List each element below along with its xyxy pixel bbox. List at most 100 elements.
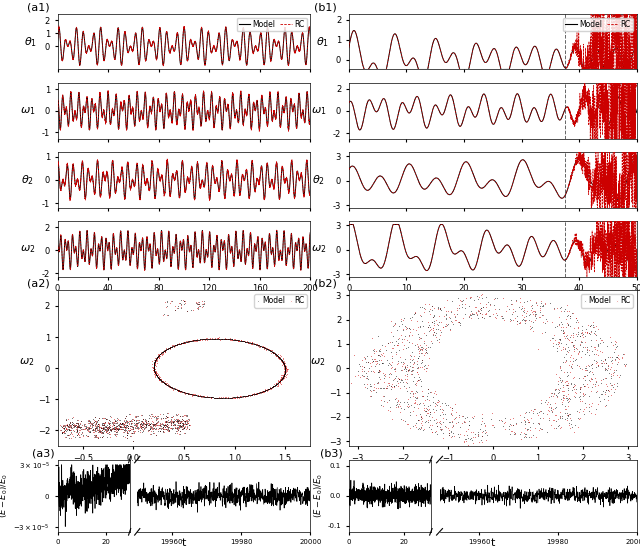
Point xyxy=(520,419,530,428)
Point xyxy=(245,391,255,399)
Point xyxy=(124,426,134,435)
Point xyxy=(580,389,590,398)
Point xyxy=(109,424,120,433)
Point xyxy=(533,419,543,428)
Point xyxy=(101,423,111,432)
Point xyxy=(268,382,278,391)
Point xyxy=(157,347,168,356)
Point xyxy=(515,293,525,302)
Point xyxy=(555,373,565,382)
Point xyxy=(133,416,143,425)
Point xyxy=(91,423,101,432)
Point xyxy=(545,298,555,307)
Point xyxy=(416,413,426,422)
Point xyxy=(372,350,383,359)
Point xyxy=(150,357,160,366)
Point xyxy=(152,421,162,430)
Point xyxy=(148,360,159,368)
Point xyxy=(104,422,114,431)
Point xyxy=(168,421,178,430)
Point xyxy=(122,417,132,425)
Point xyxy=(373,373,383,382)
Point xyxy=(122,423,132,432)
Point xyxy=(485,301,495,310)
Point xyxy=(151,370,161,378)
Point xyxy=(484,311,494,320)
Point xyxy=(153,417,163,426)
Point xyxy=(488,420,498,429)
Point xyxy=(271,381,282,389)
Point xyxy=(260,386,270,395)
Point xyxy=(377,341,387,350)
Point xyxy=(174,416,184,424)
Point xyxy=(193,391,204,400)
Point xyxy=(155,375,165,384)
Point xyxy=(68,432,79,441)
Point xyxy=(279,360,289,368)
Point xyxy=(554,321,564,330)
Point xyxy=(215,393,225,402)
Point xyxy=(355,361,365,370)
Point xyxy=(161,417,171,426)
Point xyxy=(129,421,140,430)
Point xyxy=(100,414,110,423)
Point xyxy=(410,309,420,317)
Point xyxy=(396,375,406,383)
Point xyxy=(174,386,184,395)
Y-axis label: $(E-E_0)/E_0$: $(E-E_0)/E_0$ xyxy=(0,473,10,518)
Point xyxy=(613,358,623,367)
Point xyxy=(153,350,163,359)
Point xyxy=(261,345,271,353)
Point xyxy=(102,425,113,434)
Point xyxy=(582,329,592,338)
Point xyxy=(269,379,279,388)
Point xyxy=(506,420,516,429)
Point xyxy=(391,393,401,402)
Text: (b2): (b2) xyxy=(314,279,337,289)
Point xyxy=(152,414,163,423)
Point xyxy=(275,377,285,386)
Point xyxy=(97,423,107,432)
Point xyxy=(280,364,290,373)
Point xyxy=(278,372,289,381)
Point xyxy=(379,384,389,393)
Point xyxy=(369,367,380,376)
Point xyxy=(422,317,433,326)
Point xyxy=(556,306,566,315)
Point xyxy=(172,417,182,425)
Point xyxy=(196,393,207,402)
Point xyxy=(61,423,72,432)
Point xyxy=(117,419,127,428)
Point xyxy=(476,409,486,418)
Point xyxy=(591,404,601,413)
Point xyxy=(412,394,422,403)
Point xyxy=(122,434,132,443)
Point xyxy=(247,339,257,348)
Point xyxy=(601,365,611,373)
Point xyxy=(248,339,258,348)
Point xyxy=(280,368,290,377)
Point xyxy=(419,337,429,346)
Point xyxy=(154,351,164,360)
Point xyxy=(550,323,561,332)
Point xyxy=(562,411,572,419)
Point xyxy=(434,418,444,427)
Point xyxy=(108,418,118,427)
Point xyxy=(385,382,396,391)
Point xyxy=(90,423,100,432)
Point xyxy=(152,372,163,381)
Point xyxy=(187,336,197,345)
Point xyxy=(593,341,603,350)
Point xyxy=(189,336,199,345)
Point xyxy=(106,412,116,421)
Point xyxy=(148,423,158,432)
Point xyxy=(214,334,224,343)
Point xyxy=(404,332,414,341)
Point xyxy=(161,412,171,420)
Point xyxy=(154,374,164,383)
Point xyxy=(100,418,111,427)
Point xyxy=(257,342,267,351)
Point xyxy=(439,311,449,320)
Point xyxy=(123,417,133,426)
Point xyxy=(96,427,106,435)
